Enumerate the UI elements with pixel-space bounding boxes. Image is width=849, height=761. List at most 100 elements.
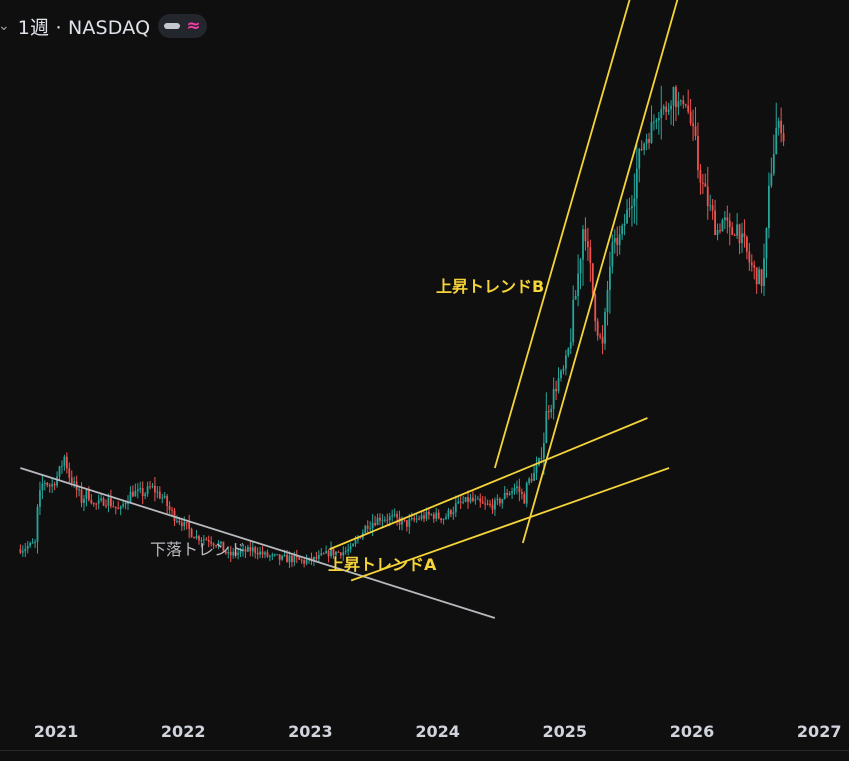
candle-body	[450, 510, 452, 515]
candle-body	[437, 512, 440, 519]
candle-body	[733, 234, 736, 236]
candle-body	[677, 101, 680, 108]
wave-indicator-icon[interactable]: ≈	[186, 15, 201, 36]
candle-body	[352, 543, 354, 547]
candle-body	[73, 481, 76, 483]
candle-body	[391, 515, 394, 517]
candle-body	[185, 522, 188, 524]
candle-body	[254, 547, 257, 553]
candle-body	[315, 557, 318, 559]
candle-body	[224, 551, 227, 554]
candle-body	[613, 238, 616, 243]
candle-body	[464, 497, 467, 502]
candle-body	[628, 208, 631, 210]
candle-body	[53, 484, 56, 486]
candle-body	[176, 520, 178, 522]
candle-body	[582, 229, 584, 260]
candle-body	[665, 106, 668, 112]
candle-body	[518, 486, 521, 493]
candle-body	[501, 498, 504, 504]
candle-body	[552, 388, 555, 409]
candle-body	[601, 336, 604, 344]
candle-body	[124, 503, 127, 505]
candle-body	[472, 497, 474, 501]
candle-body	[246, 546, 249, 552]
candle-body	[736, 224, 739, 236]
candle-body	[709, 205, 712, 207]
candle-body	[459, 501, 462, 503]
candle-body	[542, 443, 545, 458]
candle-body	[528, 478, 531, 484]
candle-body	[271, 554, 274, 556]
candle-body	[36, 506, 39, 542]
indicator-pill[interactable]: ≈	[158, 14, 207, 38]
candle-body	[127, 502, 129, 504]
annotation-label: 下落トレンド	[150, 540, 246, 559]
symbol-title[interactable]: 1週 · NASDAQ	[17, 16, 151, 39]
candle-body	[626, 209, 628, 224]
chevron-down-icon[interactable]: ⌄	[0, 18, 10, 34]
candle-body	[540, 457, 543, 459]
candle-body	[594, 294, 597, 322]
candle-body	[777, 120, 780, 128]
candle-body	[261, 551, 264, 555]
candle-body	[452, 512, 455, 515]
candle-body	[623, 223, 626, 226]
candle-body	[102, 498, 105, 506]
candle-body	[750, 262, 753, 266]
candle-body	[716, 230, 719, 236]
candle-body	[232, 551, 235, 556]
candle-body	[303, 560, 306, 564]
candle-body	[300, 559, 303, 561]
candle-body	[166, 495, 169, 507]
candle-body	[34, 541, 36, 543]
x-tick-label: 2022	[161, 722, 206, 741]
candle-body	[403, 519, 406, 521]
candle-body	[396, 514, 398, 518]
candle-body	[447, 510, 450, 517]
candle-body	[293, 555, 296, 563]
candle-body	[692, 123, 694, 127]
candle-body	[454, 503, 457, 513]
candle-body	[486, 503, 489, 505]
candle-body	[24, 548, 27, 552]
candle-body	[650, 122, 653, 143]
candle-body	[660, 109, 663, 119]
candle-body	[39, 490, 41, 507]
candle-body	[381, 520, 384, 522]
candles-group	[19, 85, 785, 568]
candle-body	[430, 514, 433, 516]
candle-body	[119, 506, 122, 510]
candle-body	[249, 546, 252, 552]
candle-body	[156, 491, 159, 493]
candle-body	[305, 560, 308, 564]
candle-body	[675, 87, 677, 108]
candle-body	[256, 552, 259, 555]
candle-body	[188, 522, 191, 529]
candle-body	[379, 517, 381, 521]
candle-body	[714, 210, 716, 236]
candle-body	[393, 514, 396, 516]
candle-body	[205, 539, 208, 541]
candle-body	[753, 265, 756, 268]
candle-body	[154, 485, 156, 493]
x-tick-label: 2025	[543, 722, 588, 741]
candle-body	[168, 506, 171, 510]
candle-body	[85, 490, 88, 499]
candle-body	[609, 266, 611, 291]
candle-body	[440, 518, 443, 521]
eye-icon[interactable]	[164, 23, 181, 29]
candle-body	[723, 217, 726, 221]
candle-body	[207, 540, 210, 542]
candle-body	[494, 500, 496, 510]
candle-body	[432, 514, 435, 519]
candle-body	[506, 492, 509, 495]
candle-body	[462, 501, 465, 503]
candle-body	[604, 312, 606, 344]
candle-body	[484, 503, 487, 505]
trendline	[493, 0, 631, 469]
candle-body	[621, 225, 624, 235]
candle-body	[577, 273, 580, 297]
candle-body	[435, 512, 438, 519]
